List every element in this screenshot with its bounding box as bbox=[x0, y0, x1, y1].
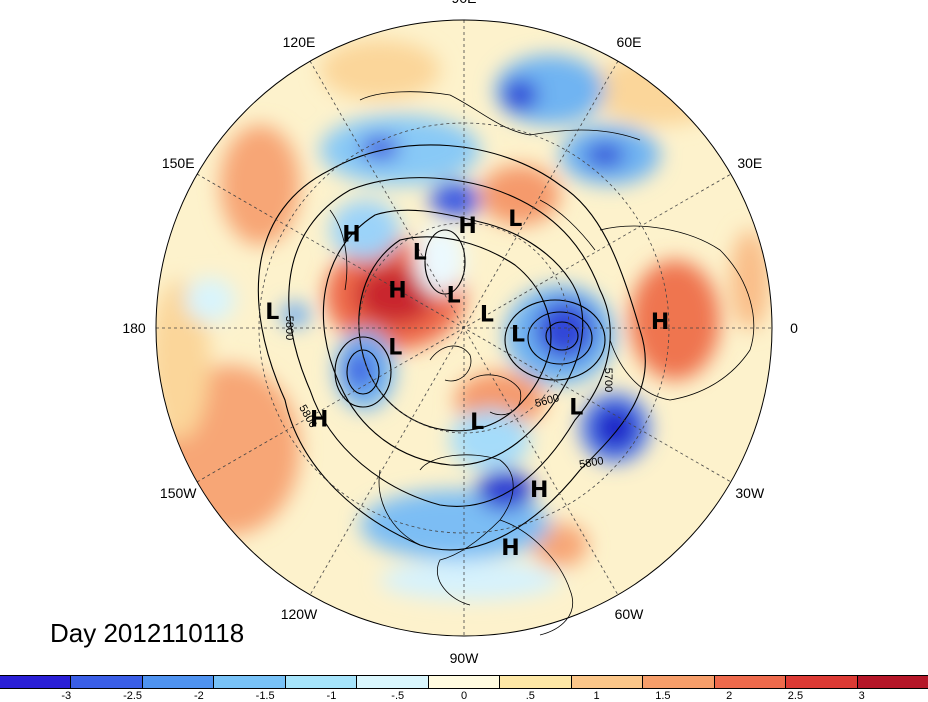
colorbar-cell bbox=[643, 676, 715, 688]
contour-value-label: 5800 bbox=[578, 455, 604, 471]
colorbar-tick-labels: -3 -2.5 -2 -1.5 -1 -.5 0 .5 1 1.5 2 2.5 3 bbox=[0, 690, 928, 702]
low-pressure-marker: L bbox=[480, 303, 494, 328]
colorbar-cell bbox=[714, 676, 787, 688]
colorbar-tick-label: -1 bbox=[326, 690, 337, 702]
high-pressure-marker: H bbox=[310, 408, 328, 433]
colorbar-cell bbox=[428, 676, 501, 688]
longitude-label: 0 bbox=[790, 320, 798, 336]
contour-value-label: 5800 bbox=[283, 316, 295, 340]
low-pressure-marker: L bbox=[569, 396, 583, 421]
contour-low-west bbox=[334, 336, 392, 408]
colorbar-cell bbox=[0, 676, 72, 688]
colorbar-tick-label: .5 bbox=[525, 690, 535, 702]
longitude-label: 90E bbox=[452, 0, 477, 6]
colorbar-tick-label: 3 bbox=[858, 690, 865, 702]
colorbar-tick-label: 2 bbox=[726, 690, 733, 702]
contour-low-central bbox=[424, 229, 466, 295]
contour-5600 bbox=[322, 209, 584, 466]
low-pressure-marker: L bbox=[470, 410, 484, 435]
longitude-label: 120W bbox=[281, 606, 318, 622]
longitude-label: 30E bbox=[737, 155, 762, 171]
contour-5800-outer bbox=[257, 144, 646, 551]
longitude-label: 150E bbox=[162, 155, 195, 171]
contour-value-label: 5700 bbox=[602, 368, 614, 392]
colorbar-tick-label: -1.5 bbox=[255, 690, 275, 702]
date-label: Day 2012110118 bbox=[50, 618, 245, 648]
colorbar-tick-label: -.5 bbox=[391, 690, 405, 702]
longitude-label: 120E bbox=[283, 34, 316, 50]
contour-low-east-inner bbox=[527, 311, 593, 365]
colorbar-cell bbox=[786, 676, 858, 688]
longitude-label-layer: 90E 60E 30E 0 30W 60W 90W 120W 150W 180 150E 120E bbox=[122, 0, 798, 666]
colorbar-cell bbox=[142, 676, 215, 688]
high-pressure-marker: H bbox=[388, 279, 406, 304]
contour-low-west-inner bbox=[346, 349, 380, 395]
colorbar-tick-label: 1 bbox=[593, 690, 600, 702]
colorbar bbox=[0, 675, 928, 689]
high-pressure-marker: H bbox=[342, 223, 360, 248]
colorbar-tick-label: -3 bbox=[61, 690, 72, 702]
coastline-sketch bbox=[329, 91, 755, 636]
longitude-label: 90W bbox=[450, 650, 480, 666]
low-pressure-marker: L bbox=[413, 241, 427, 266]
colorbar-cell bbox=[285, 676, 358, 688]
high-pressure-marker: H bbox=[530, 478, 548, 503]
colorbar-cell bbox=[357, 676, 429, 688]
low-pressure-marker: L bbox=[447, 283, 461, 308]
contour-5700 bbox=[288, 177, 611, 507]
colorbar-cell bbox=[857, 676, 928, 688]
colorbar-cell bbox=[71, 676, 143, 688]
colorbar-tick-label: 1.5 bbox=[655, 690, 671, 702]
colorbar-tick-label: 2.5 bbox=[787, 690, 804, 702]
graticule bbox=[156, 20, 772, 636]
colorbar-cell bbox=[500, 676, 572, 688]
anomaly-field bbox=[156, 20, 772, 636]
high-pressure-marker: H bbox=[651, 310, 669, 335]
high-pressure-marker: H bbox=[501, 536, 519, 561]
high-pressure-marker: H bbox=[458, 214, 476, 239]
low-pressure-marker: L bbox=[388, 335, 402, 360]
longitude-label: 60E bbox=[617, 34, 642, 50]
colorbar-tick-label: 0 bbox=[460, 690, 468, 702]
low-pressure-marker: L bbox=[265, 300, 279, 325]
longitude-label: 180 bbox=[122, 320, 146, 336]
longitude-label: 150W bbox=[160, 485, 197, 501]
colorbar-cell bbox=[571, 676, 644, 688]
colorbar-tick-label: -2 bbox=[193, 690, 204, 702]
map-boundary bbox=[155, 19, 773, 637]
contour-low-east-core bbox=[545, 321, 579, 351]
colorbar-cell bbox=[214, 676, 286, 688]
colorbar-tick-label: -2.5 bbox=[123, 690, 143, 702]
low-pressure-marker: L bbox=[511, 323, 525, 348]
longitude-label: 30W bbox=[735, 485, 765, 501]
longitude-label: 60W bbox=[615, 606, 645, 622]
low-pressure-marker: L bbox=[508, 207, 522, 232]
